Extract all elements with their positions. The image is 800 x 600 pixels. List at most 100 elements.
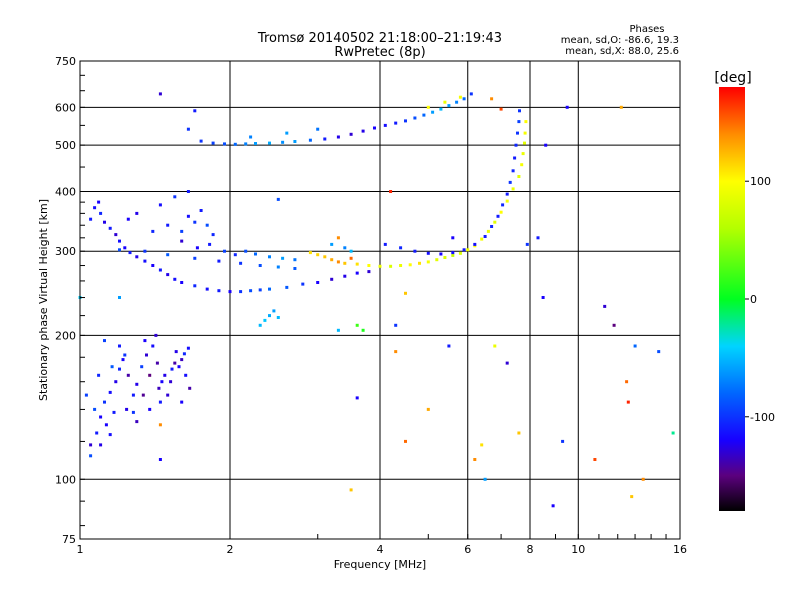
data-point: [258, 323, 262, 327]
data-point: [511, 169, 515, 173]
data-point: [383, 123, 387, 127]
data-point: [123, 353, 127, 357]
data-point: [383, 242, 387, 246]
data-point: [293, 258, 297, 262]
data-point: [89, 454, 93, 458]
data-point: [141, 393, 145, 397]
data-point: [158, 458, 162, 461]
data-point: [180, 358, 184, 362]
data-point: [505, 199, 509, 203]
data-point: [193, 256, 197, 260]
data-point: [268, 287, 271, 291]
data-point: [276, 265, 280, 269]
y-tick-label: 600: [55, 101, 76, 114]
data-point: [121, 358, 125, 362]
data-point: [173, 195, 177, 199]
data-point: [480, 237, 484, 241]
data-point: [160, 380, 164, 384]
data-point: [349, 249, 353, 253]
x-tick-label: 8: [527, 543, 534, 556]
data-point: [166, 393, 170, 397]
data-point: [657, 350, 661, 354]
data-point: [217, 259, 221, 263]
data-point: [126, 217, 130, 221]
x-tick-label: 4: [377, 543, 384, 556]
data-point: [524, 120, 528, 124]
data-point: [158, 92, 162, 96]
data-point: [447, 344, 451, 348]
data-point: [281, 140, 285, 144]
y-axis-ticks: 75 100 200 300 400 500 600 750: [55, 55, 85, 546]
data-point: [435, 258, 439, 262]
data-point: [501, 203, 505, 207]
data-point: [521, 152, 525, 156]
data-point: [520, 163, 524, 167]
data-point: [177, 365, 181, 369]
x-tick-label: 16: [673, 543, 687, 556]
data-point: [394, 350, 398, 354]
data-point: [451, 251, 455, 255]
data-point: [186, 346, 190, 350]
data-point: [182, 352, 186, 356]
data-point: [466, 248, 470, 252]
data-point: [239, 261, 243, 265]
data-point: [612, 323, 616, 327]
data-point: [483, 477, 487, 481]
data-point: [268, 141, 271, 145]
data-point: [493, 220, 497, 224]
data-point: [355, 262, 359, 266]
data-point: [254, 252, 257, 256]
data-point: [118, 367, 121, 371]
data-point: [473, 458, 477, 461]
data-point: [293, 267, 297, 270]
data-point: [330, 277, 334, 281]
data-point: [389, 264, 393, 268]
data-point: [422, 113, 426, 117]
data-point: [131, 410, 135, 414]
data-point: [228, 290, 232, 294]
data-point: [95, 431, 99, 435]
data-point: [145, 353, 148, 357]
data-point: [205, 287, 209, 291]
data-point: [355, 271, 359, 275]
data-point: [544, 143, 548, 147]
data-point: [158, 423, 162, 427]
data-point: [536, 236, 540, 240]
data-point: [186, 214, 190, 218]
data-point: [625, 380, 629, 384]
data-point: [118, 248, 121, 252]
x-tick-label: 2: [227, 543, 234, 556]
data-point: [155, 361, 159, 365]
data-point: [233, 142, 237, 146]
data-point: [523, 131, 527, 135]
data-point: [276, 197, 280, 201]
data-point: [389, 190, 393, 193]
data-point: [483, 235, 487, 238]
data-point: [418, 261, 421, 265]
data-point: [151, 264, 155, 267]
data-point: [355, 323, 359, 327]
data-point: [166, 273, 170, 277]
data-point: [108, 226, 112, 230]
data-point: [148, 373, 152, 377]
data-point: [514, 143, 518, 147]
data-point: [223, 142, 226, 146]
data-point: [458, 251, 462, 255]
data-point: [211, 141, 215, 145]
data-point: [323, 137, 327, 141]
data-point: [603, 304, 607, 308]
data-point: [244, 142, 248, 146]
data-point: [143, 249, 147, 253]
data-point: [180, 281, 184, 284]
data-point: [493, 344, 497, 348]
data-point: [180, 229, 184, 233]
chart-title: Tromsø 20140502 21:18:00–21:19:43: [257, 31, 502, 46]
data-point: [551, 504, 555, 508]
data-point: [173, 361, 177, 365]
x-tick-label: 10: [571, 543, 585, 556]
data-point: [439, 107, 443, 111]
data-point: [619, 105, 623, 109]
data-point: [99, 443, 103, 447]
data-point: [169, 380, 173, 384]
data-point: [223, 249, 226, 253]
